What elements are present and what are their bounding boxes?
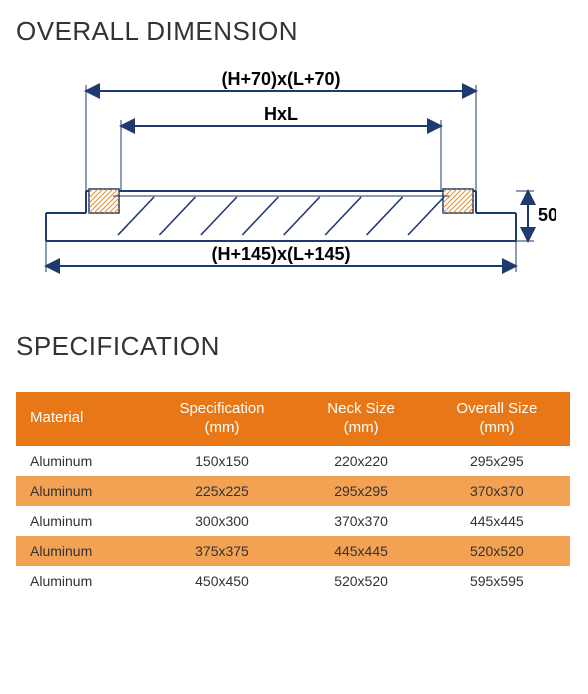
table-cell: Aluminum <box>16 566 146 596</box>
table-cell: 370x370 <box>424 476 570 506</box>
table-cell: 595x595 <box>424 566 570 596</box>
table-row: Aluminum225x225295x295370x370 <box>16 476 570 506</box>
table-row: Aluminum150x150220x220295x295 <box>16 446 570 476</box>
specification-heading: SPECIFICATION <box>16 331 572 362</box>
dimension-diagram: (H+70)x(L+70) HxL (H+145)x(L+145) 50 <box>16 71 556 281</box>
table-row: Aluminum375x375445x445520x520 <box>16 536 570 566</box>
table-cell: 520x520 <box>424 536 570 566</box>
dimension-diagram-svg: (H+70)x(L+70) HxL (H+145)x(L+145) 50 <box>16 71 556 281</box>
table-cell: 370x370 <box>298 506 423 536</box>
table-cell: 445x445 <box>424 506 570 536</box>
svg-text:(H+70)x(L+70): (H+70)x(L+70) <box>221 71 340 89</box>
col-material: Material <box>16 392 146 446</box>
col-neck-size: Neck Size(mm) <box>298 392 423 446</box>
table-cell: 450x450 <box>146 566 299 596</box>
table-cell: 295x295 <box>298 476 423 506</box>
table-cell: Aluminum <box>16 536 146 566</box>
table-cell: 375x375 <box>146 536 299 566</box>
table-cell: 220x220 <box>298 446 423 476</box>
table-cell: Aluminum <box>16 506 146 536</box>
table-row: Aluminum450x450520x520595x595 <box>16 566 570 596</box>
specification-table: Material Specification(mm) Neck Size(mm)… <box>16 392 570 596</box>
svg-text:(H+145)x(L+145): (H+145)x(L+145) <box>211 244 350 264</box>
table-cell: 520x520 <box>298 566 423 596</box>
svg-text:50: 50 <box>538 205 556 225</box>
table-cell: Aluminum <box>16 476 146 506</box>
col-specification: Specification(mm) <box>146 392 299 446</box>
overall-dimension-heading: OVERALL DIMENSION <box>16 16 572 47</box>
svg-text:HxL: HxL <box>264 104 298 124</box>
col-overall-size: Overall Size(mm) <box>424 392 570 446</box>
table-cell: 295x295 <box>424 446 570 476</box>
table-cell: 300x300 <box>146 506 299 536</box>
table-cell: 150x150 <box>146 446 299 476</box>
table-cell: 225x225 <box>146 476 299 506</box>
table-cell: Aluminum <box>16 446 146 476</box>
table-header-row: Material Specification(mm) Neck Size(mm)… <box>16 392 570 446</box>
table-cell: 445x445 <box>298 536 423 566</box>
table-row: Aluminum300x300370x370445x445 <box>16 506 570 536</box>
